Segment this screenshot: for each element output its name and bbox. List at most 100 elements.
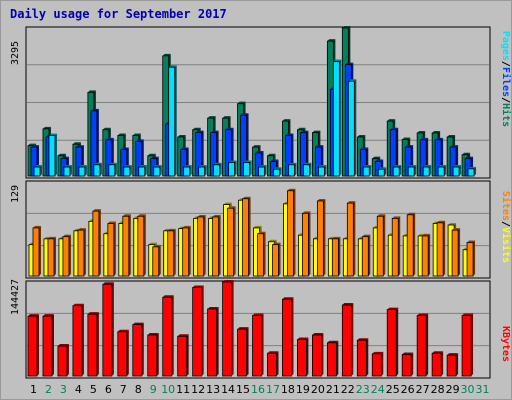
- bar-sites-top: [197, 214, 206, 217]
- x-tick-label: 31: [476, 383, 490, 396]
- bar-sites-side: [173, 228, 176, 276]
- bar-sites-face: [376, 215, 384, 277]
- x-tick-label: 15: [236, 383, 250, 396]
- bar-sites: [137, 214, 146, 277]
- bar-hits-top: [372, 156, 381, 159]
- bar-sites: [331, 236, 341, 277]
- bar-kbytes: [207, 306, 219, 377]
- bar-pages-top: [273, 167, 282, 170]
- bar-pages-top: [378, 167, 387, 170]
- bar-pages: [213, 162, 222, 177]
- bar-sites-side: [263, 231, 266, 276]
- bar-sites-face: [62, 236, 70, 277]
- bar-pages: [377, 167, 387, 177]
- x-tick-label: 23: [356, 383, 370, 396]
- x-tick-label: 20: [311, 383, 325, 396]
- bar-pages: [317, 165, 327, 177]
- bar-pages-face: [123, 166, 131, 177]
- bar-sites-face: [197, 216, 205, 277]
- bar-kbytes-face: [341, 304, 352, 377]
- bar-files-top: [60, 156, 69, 159]
- bar-kbytes-face: [326, 342, 337, 377]
- bar-pages-side: [159, 165, 162, 176]
- bar-kbytes-side: [321, 332, 324, 376]
- bar-hits-top: [57, 153, 66, 156]
- bar-pages-side: [399, 165, 402, 176]
- bar-sites: [182, 225, 191, 277]
- bar-kbytes: [117, 329, 129, 377]
- x-tick-label: 7: [120, 383, 127, 396]
- bar-sites: [47, 236, 56, 277]
- bar-kbytes-face: [311, 334, 322, 377]
- bar-kbytes-side: [396, 307, 399, 376]
- bar-kbytes: [237, 327, 249, 377]
- bar-sites-face: [257, 233, 264, 277]
- bar-sites-top: [122, 214, 131, 217]
- bar-sites-top: [227, 206, 236, 209]
- bar-sites: [451, 228, 461, 277]
- x-tick-label: 18: [281, 383, 295, 396]
- legend-middle: Sites/Visits: [500, 191, 511, 263]
- bar-pages-top: [363, 165, 372, 168]
- bar-pages-top: [198, 165, 207, 168]
- bar-pages-face: [317, 166, 325, 177]
- bar-sites-side: [368, 234, 371, 276]
- bar-sites-face: [406, 214, 414, 277]
- bar-sites-face: [152, 246, 160, 277]
- bar-pages: [138, 165, 147, 177]
- bar-sites-top: [167, 228, 176, 231]
- bar-pages-top: [303, 162, 312, 165]
- bar-sites-face: [331, 238, 339, 277]
- bar-pages-face: [138, 166, 146, 177]
- bar-sites-top: [182, 225, 191, 228]
- bar-pages-side: [354, 79, 357, 176]
- bar-hits-top: [267, 153, 276, 156]
- bar-sites-top: [62, 234, 71, 237]
- bar-kbytes: [252, 313, 264, 377]
- bar-kbytes-top: [192, 285, 204, 288]
- bar-kbytes-side: [96, 312, 99, 376]
- bar-pages-face: [108, 164, 116, 177]
- bar-kbytes-face: [446, 354, 457, 377]
- bar-sites-side: [443, 220, 446, 276]
- bar-kbytes: [446, 353, 459, 377]
- bar-files-top: [210, 130, 219, 133]
- bar-pages: [153, 165, 162, 177]
- bar-hits-top: [327, 39, 336, 42]
- bar-sites: [32, 225, 41, 277]
- bar-sites-side: [233, 206, 236, 276]
- bar-sites: [257, 231, 266, 277]
- bar-pages-face: [243, 162, 250, 177]
- bar-hits-top: [282, 119, 291, 122]
- bar-sites-face: [122, 215, 130, 277]
- bar-kbytes-face: [117, 331, 128, 377]
- bar-kbytes-top: [252, 313, 264, 316]
- bar-sites: [107, 221, 116, 277]
- bar-kbytes-top: [402, 352, 414, 355]
- bar-sites-side: [398, 216, 401, 276]
- legend-entry: Pages: [500, 31, 511, 61]
- bar-sites-face: [212, 216, 220, 277]
- bar-pages-side: [324, 165, 327, 176]
- bar-hits-top: [387, 119, 396, 122]
- bar-pages-face: [362, 166, 370, 177]
- bar-kbytes: [162, 295, 174, 377]
- bar-visits-top: [448, 222, 457, 225]
- bar-visits-top: [268, 239, 277, 242]
- bar-pages-top: [408, 165, 417, 168]
- max-label-middle: 129: [10, 185, 21, 203]
- bar-pages-top: [453, 165, 462, 168]
- bar-kbytes: [27, 314, 39, 377]
- bar-sites: [167, 228, 176, 277]
- bar-hits-top: [462, 152, 471, 155]
- bar-pages-face: [452, 166, 460, 177]
- bar-files-top: [240, 113, 249, 116]
- bar-hits-top: [297, 127, 306, 130]
- bar-pages-side: [264, 165, 267, 176]
- legend-entry: /: [500, 97, 511, 103]
- bar-files-top: [31, 145, 39, 148]
- bar-kbytes-face: [147, 334, 158, 377]
- bar-sites: [302, 211, 311, 277]
- bar-pages: [243, 160, 252, 177]
- bar-kbytes-face: [401, 354, 412, 377]
